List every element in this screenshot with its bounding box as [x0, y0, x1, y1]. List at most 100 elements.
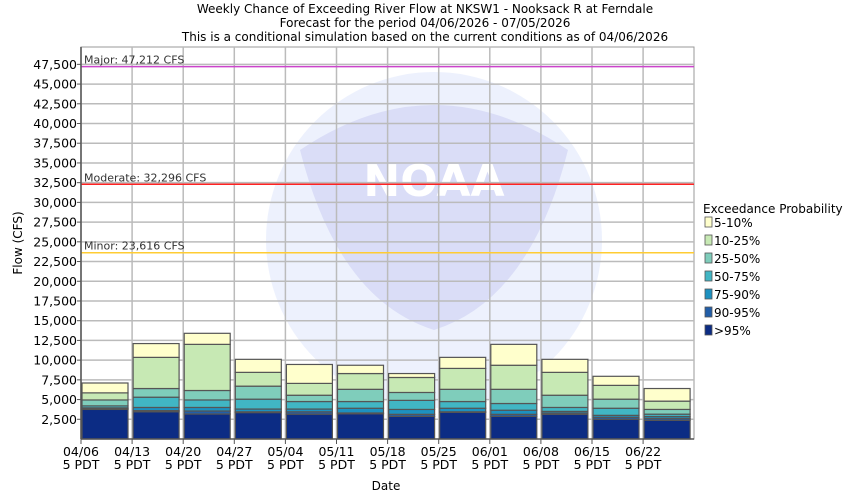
bar-segment [336, 407, 385, 414]
bar-segment [81, 408, 129, 440]
bar-segment [285, 400, 333, 410]
legend-swatch [704, 252, 713, 264]
bar-segment [132, 387, 180, 398]
bar-segment [439, 400, 487, 409]
x-tick-sublabel: 5 PDT [420, 457, 457, 472]
bar-segment [643, 387, 691, 402]
bar-segment [183, 413, 231, 440]
x-tick-label: 05/11 [318, 444, 354, 459]
bar-segment [183, 343, 231, 392]
bar-segment [541, 394, 589, 409]
bar-segment [592, 407, 640, 416]
bar-segment [285, 363, 333, 384]
bar-stack-04-13 [132, 342, 180, 440]
x-tick-sublabel: 5 PDT [114, 457, 151, 472]
chart-title: Weekly Chance of Exceeding River Flow at… [181, 2, 668, 44]
bar-segment [336, 364, 385, 375]
legend-item: 75-90% [704, 288, 760, 302]
legend-label: 5-10% [714, 216, 753, 230]
y-tick-label: 35,000 [33, 155, 77, 170]
axes: 2,500 5,000 7,500 10,000 12,500 15,000 17,500 2… [33, 47, 694, 472]
x-tick-label: 04/13 [114, 444, 150, 459]
bar-segment [388, 399, 436, 411]
y-tick-label: 12,500 [33, 333, 77, 348]
bar-segment [183, 332, 231, 345]
threshold-label: Minor: 23,616 CFS [84, 240, 185, 253]
legend-label: 25-50% [714, 252, 760, 266]
legend-label: >95% [714, 324, 751, 338]
x-axis-label: Date [372, 479, 401, 493]
bar-segment [643, 419, 691, 440]
legend-swatch [704, 234, 713, 246]
bar-segment [490, 364, 538, 390]
bar-segment [541, 413, 589, 440]
title-line-1: Weekly Chance of Exceeding River Flow at… [197, 2, 653, 16]
x-tick-label: 06/22 [625, 444, 661, 459]
bar-stack-05-04 [285, 363, 333, 440]
threshold-label: Major: 47,212 CFS [84, 54, 184, 67]
y-tick-label: 47,500 [33, 57, 77, 72]
bar-segment [592, 398, 640, 409]
bar-segment [81, 382, 129, 394]
x-tick-label: 04/27 [216, 444, 252, 459]
legend-label: 90-95% [714, 306, 760, 320]
bar-segment [490, 415, 538, 440]
y-tick-label: 17,500 [33, 293, 77, 308]
bar-segment [183, 389, 231, 401]
y-tick-label: 2,500 [41, 412, 77, 427]
x-tick-sublabel: 5 PDT [523, 457, 560, 472]
bar-segment [388, 372, 436, 379]
legend-item: 5-10% [704, 216, 753, 230]
y-tick-label: 5,000 [41, 392, 77, 407]
bar-stack-05-18 [388, 372, 436, 440]
bar-segment [234, 358, 282, 373]
legend-label: 50-75% [714, 270, 760, 284]
y-tick-label: 22,500 [33, 254, 77, 269]
bar-stack-06-15 [592, 375, 640, 440]
noaa-watermark-logo: NOAA [266, 72, 602, 408]
y-tick-label: 25,000 [33, 234, 77, 249]
legend-title: Exceedance Probability [703, 202, 843, 216]
x-tick-sublabel: 5 PDT [471, 457, 508, 472]
legend-item: 50-75% [704, 270, 760, 284]
title-line-3: This is a conditional simulation based o… [181, 30, 668, 44]
y-tick-label: 42,500 [33, 96, 77, 111]
x-tick-label: 05/18 [370, 444, 406, 459]
bar-segment [490, 343, 538, 366]
bar-segment [336, 372, 385, 390]
grid [80, 46, 695, 440]
bar-segment [388, 376, 436, 394]
bar-segment [132, 342, 180, 358]
bar-segment [336, 413, 385, 440]
flood-thresholds: Major: 47,212 CFS Moderate: 32,296 CFS Min… [81, 54, 694, 254]
x-tick-sublabel: 5 PDT [369, 457, 406, 472]
legend-label: 75-90% [714, 288, 760, 302]
x-tick-label: 06/15 [574, 444, 610, 459]
bar-segment [81, 399, 129, 407]
legend-item: 25-50% [704, 252, 760, 266]
bar-segment [285, 394, 333, 403]
bar-segment [132, 411, 180, 440]
bar-segment [490, 409, 538, 415]
bar-segment [234, 411, 282, 440]
bar-segment [81, 392, 129, 401]
legend: Exceedance Probability 5-10% 10-25% 25-50%… [703, 202, 843, 338]
x-tick-label: 05/25 [421, 444, 457, 459]
y-tick-label: 32,500 [33, 175, 77, 190]
bar-segment [388, 415, 436, 440]
bar-stack-04-06 [81, 382, 129, 440]
bar-segment [643, 400, 691, 411]
bars [81, 332, 691, 440]
threshold-label: Moderate: 32,296 CFS [84, 171, 206, 184]
bar-stack-06-01 [490, 343, 538, 440]
bar-segment [234, 385, 282, 400]
bar-stack-04-27 [234, 358, 282, 440]
y-tick-label: 30,000 [33, 195, 77, 210]
legend-swatch [704, 270, 713, 282]
bar-segment [439, 356, 487, 370]
bar-stack-05-25 [439, 356, 487, 440]
bar-stack-05-11 [336, 364, 385, 440]
x-tick-sublabel: 5 PDT [318, 457, 355, 472]
y-tick-label: 7,500 [41, 372, 77, 387]
x-tick-label: 04/20 [165, 444, 201, 459]
